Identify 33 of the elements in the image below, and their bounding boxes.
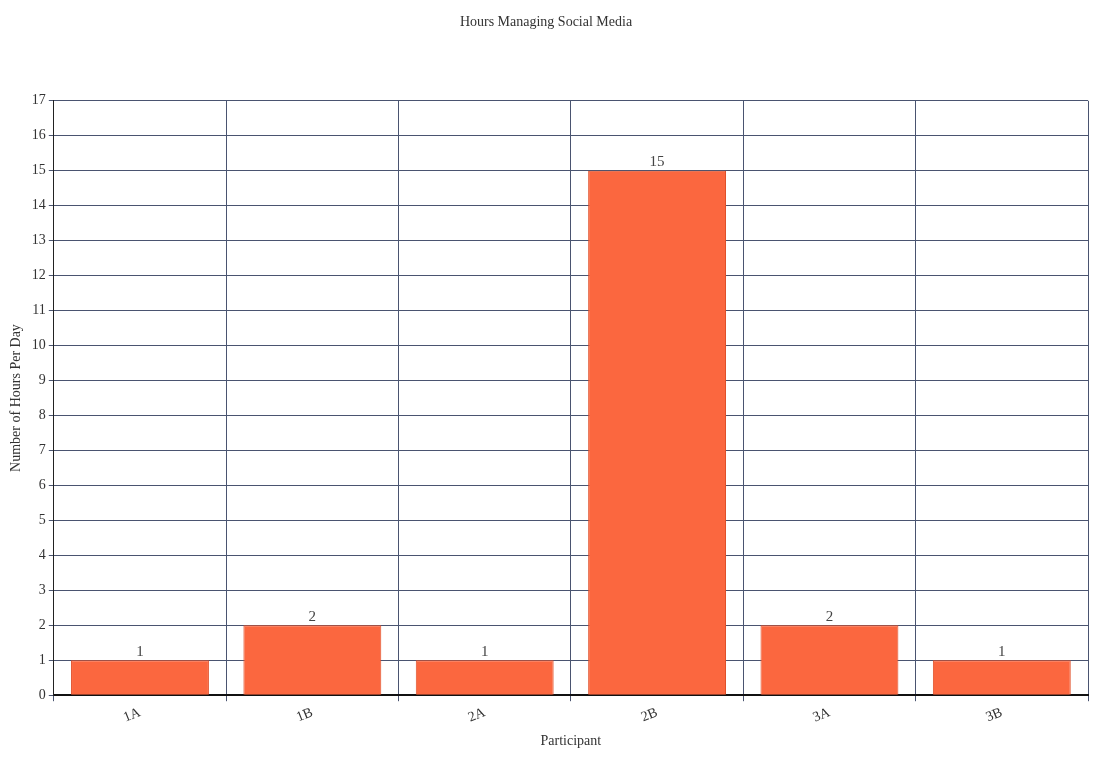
x-tick-label: 2B [638, 704, 660, 725]
y-tick-label: 6 [38, 477, 46, 493]
y-tick-label: 1 [38, 651, 46, 667]
y-tick-label: 17 [31, 92, 46, 108]
data-label: 15 [649, 153, 665, 170]
y-tick-label: 9 [38, 372, 46, 388]
y-axis-title: Number of Hours Per Day [8, 324, 24, 472]
x-tick-label: 3A [810, 703, 833, 725]
y-tick-label: 3 [38, 581, 46, 597]
y-tick-label: 16 [31, 127, 46, 143]
data-label: 1 [998, 642, 1006, 659]
y-tick-label: 15 [31, 162, 46, 178]
y-tick-label: 4 [38, 547, 46, 563]
y-tick-label: 5 [38, 512, 46, 528]
x-tick-label: 1B [294, 704, 315, 725]
data-label: 1 [480, 642, 489, 659]
y-tick-label: 14 [31, 197, 46, 213]
x-tick-label: 1A [120, 703, 144, 725]
x-axis-title: Participant [540, 733, 602, 749]
y-tick-label: 8 [38, 407, 46, 423]
y-tick-label: 0 [38, 686, 46, 702]
data-label: 2 [308, 607, 317, 624]
y-tick-label: 13 [31, 232, 46, 248]
y-tick-label: 12 [31, 267, 46, 283]
data-label: 2 [825, 607, 834, 624]
data-label: 1 [136, 642, 144, 659]
y-tick-label: 2 [38, 616, 46, 632]
y-tick-label: 11 [32, 302, 46, 318]
x-tick-label: 2A [465, 703, 489, 725]
y-tick-label: 7 [38, 442, 46, 458]
x-tick-label: 3B [983, 704, 1005, 725]
chart-title: Hours Managing Social Media [459, 14, 633, 30]
y-tick-label: 10 [31, 337, 46, 353]
